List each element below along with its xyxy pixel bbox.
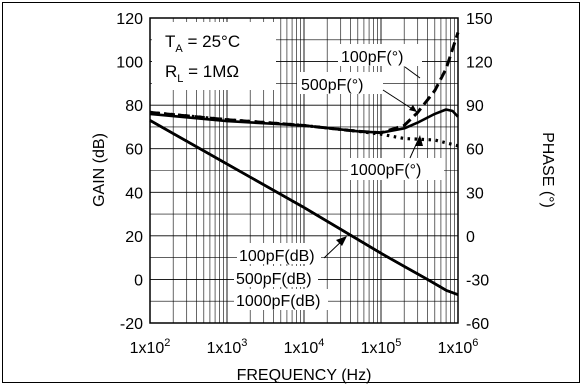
phase-tick-label: 90 [466, 98, 484, 115]
arrowhead-1000pf-phase [415, 135, 423, 146]
arrowhead-gain [336, 236, 347, 246]
annotation-100pf-phase: 100pF(°) [341, 49, 403, 66]
conditions-box [152, 22, 276, 90]
frequency-tick-label: 1x104 [284, 337, 325, 357]
annotations: 100pF(°) 500pF(°) 1000pF(°) 100pF(dB) 50… [234, 44, 444, 310]
frequency-tick-labels: 1x102 1x103 1x104 1x105 1x106 [130, 337, 479, 357]
series-1000pf-db- [149, 119, 459, 296]
annotation-500pf-gain: 500pF(dB) [236, 271, 312, 288]
leader-100pf-phase [404, 66, 421, 79]
gain-tick-labels: -20 0 20 40 60 80 100 120 [116, 11, 143, 333]
gain-tick-label: 0 [134, 272, 143, 289]
frequency-tick-label: 1x103 [207, 337, 248, 357]
annotation-1000pf-phase: 1000pF(°) [350, 162, 421, 179]
phase-tick-label: 150 [466, 11, 493, 28]
series-1000pf- [149, 110, 459, 148]
phase-tick-label: -30 [466, 272, 489, 289]
series-500pf- [149, 108, 459, 134]
phase-tick-label: -60 [466, 316, 489, 333]
phase-tick-labels: -60 -30 0 30 60 90 120 150 [466, 11, 493, 333]
y-axis-title: GAIN (dB) [91, 133, 108, 207]
annotation-100pf-gain: 100pF(dB) [239, 248, 315, 265]
gain-tick-label: 60 [125, 142, 143, 159]
gain-tick-label: 20 [125, 229, 143, 246]
frequency-tick-label: 1x105 [361, 337, 402, 357]
gain-tick-label: 40 [125, 185, 143, 202]
phase-tick-label: 60 [466, 142, 484, 159]
plot-area-border [149, 17, 459, 324]
gain-tick-label: 80 [125, 98, 143, 115]
y2-axis-title: PHASE (°) [539, 132, 556, 208]
annotation-500pf-phase: 500pF(°) [301, 77, 363, 94]
arrowhead-500pf-phase [409, 105, 417, 112]
x-axis-title: FREQUENCY (Hz) [237, 367, 372, 384]
gain-tick-label: 100 [116, 55, 143, 72]
gain-tick-label: 120 [116, 11, 143, 28]
frequency-tick-label: 1x102 [130, 337, 171, 357]
phase-tick-label: 120 [466, 55, 493, 72]
condition-rl: RL = 1MΩ [165, 62, 239, 85]
frequency-tick-label: 1x106 [438, 337, 479, 357]
phase-tick-label: 30 [466, 185, 484, 202]
phase-tick-label: 0 [466, 229, 475, 246]
annotation-1000pf-gain: 1000pF(dB) [236, 293, 321, 310]
series-100pf- [149, 32, 460, 135]
gain-tick-label: -20 [120, 316, 143, 333]
curves [149, 32, 460, 296]
condition-ta: TA = 25°C [165, 32, 240, 55]
